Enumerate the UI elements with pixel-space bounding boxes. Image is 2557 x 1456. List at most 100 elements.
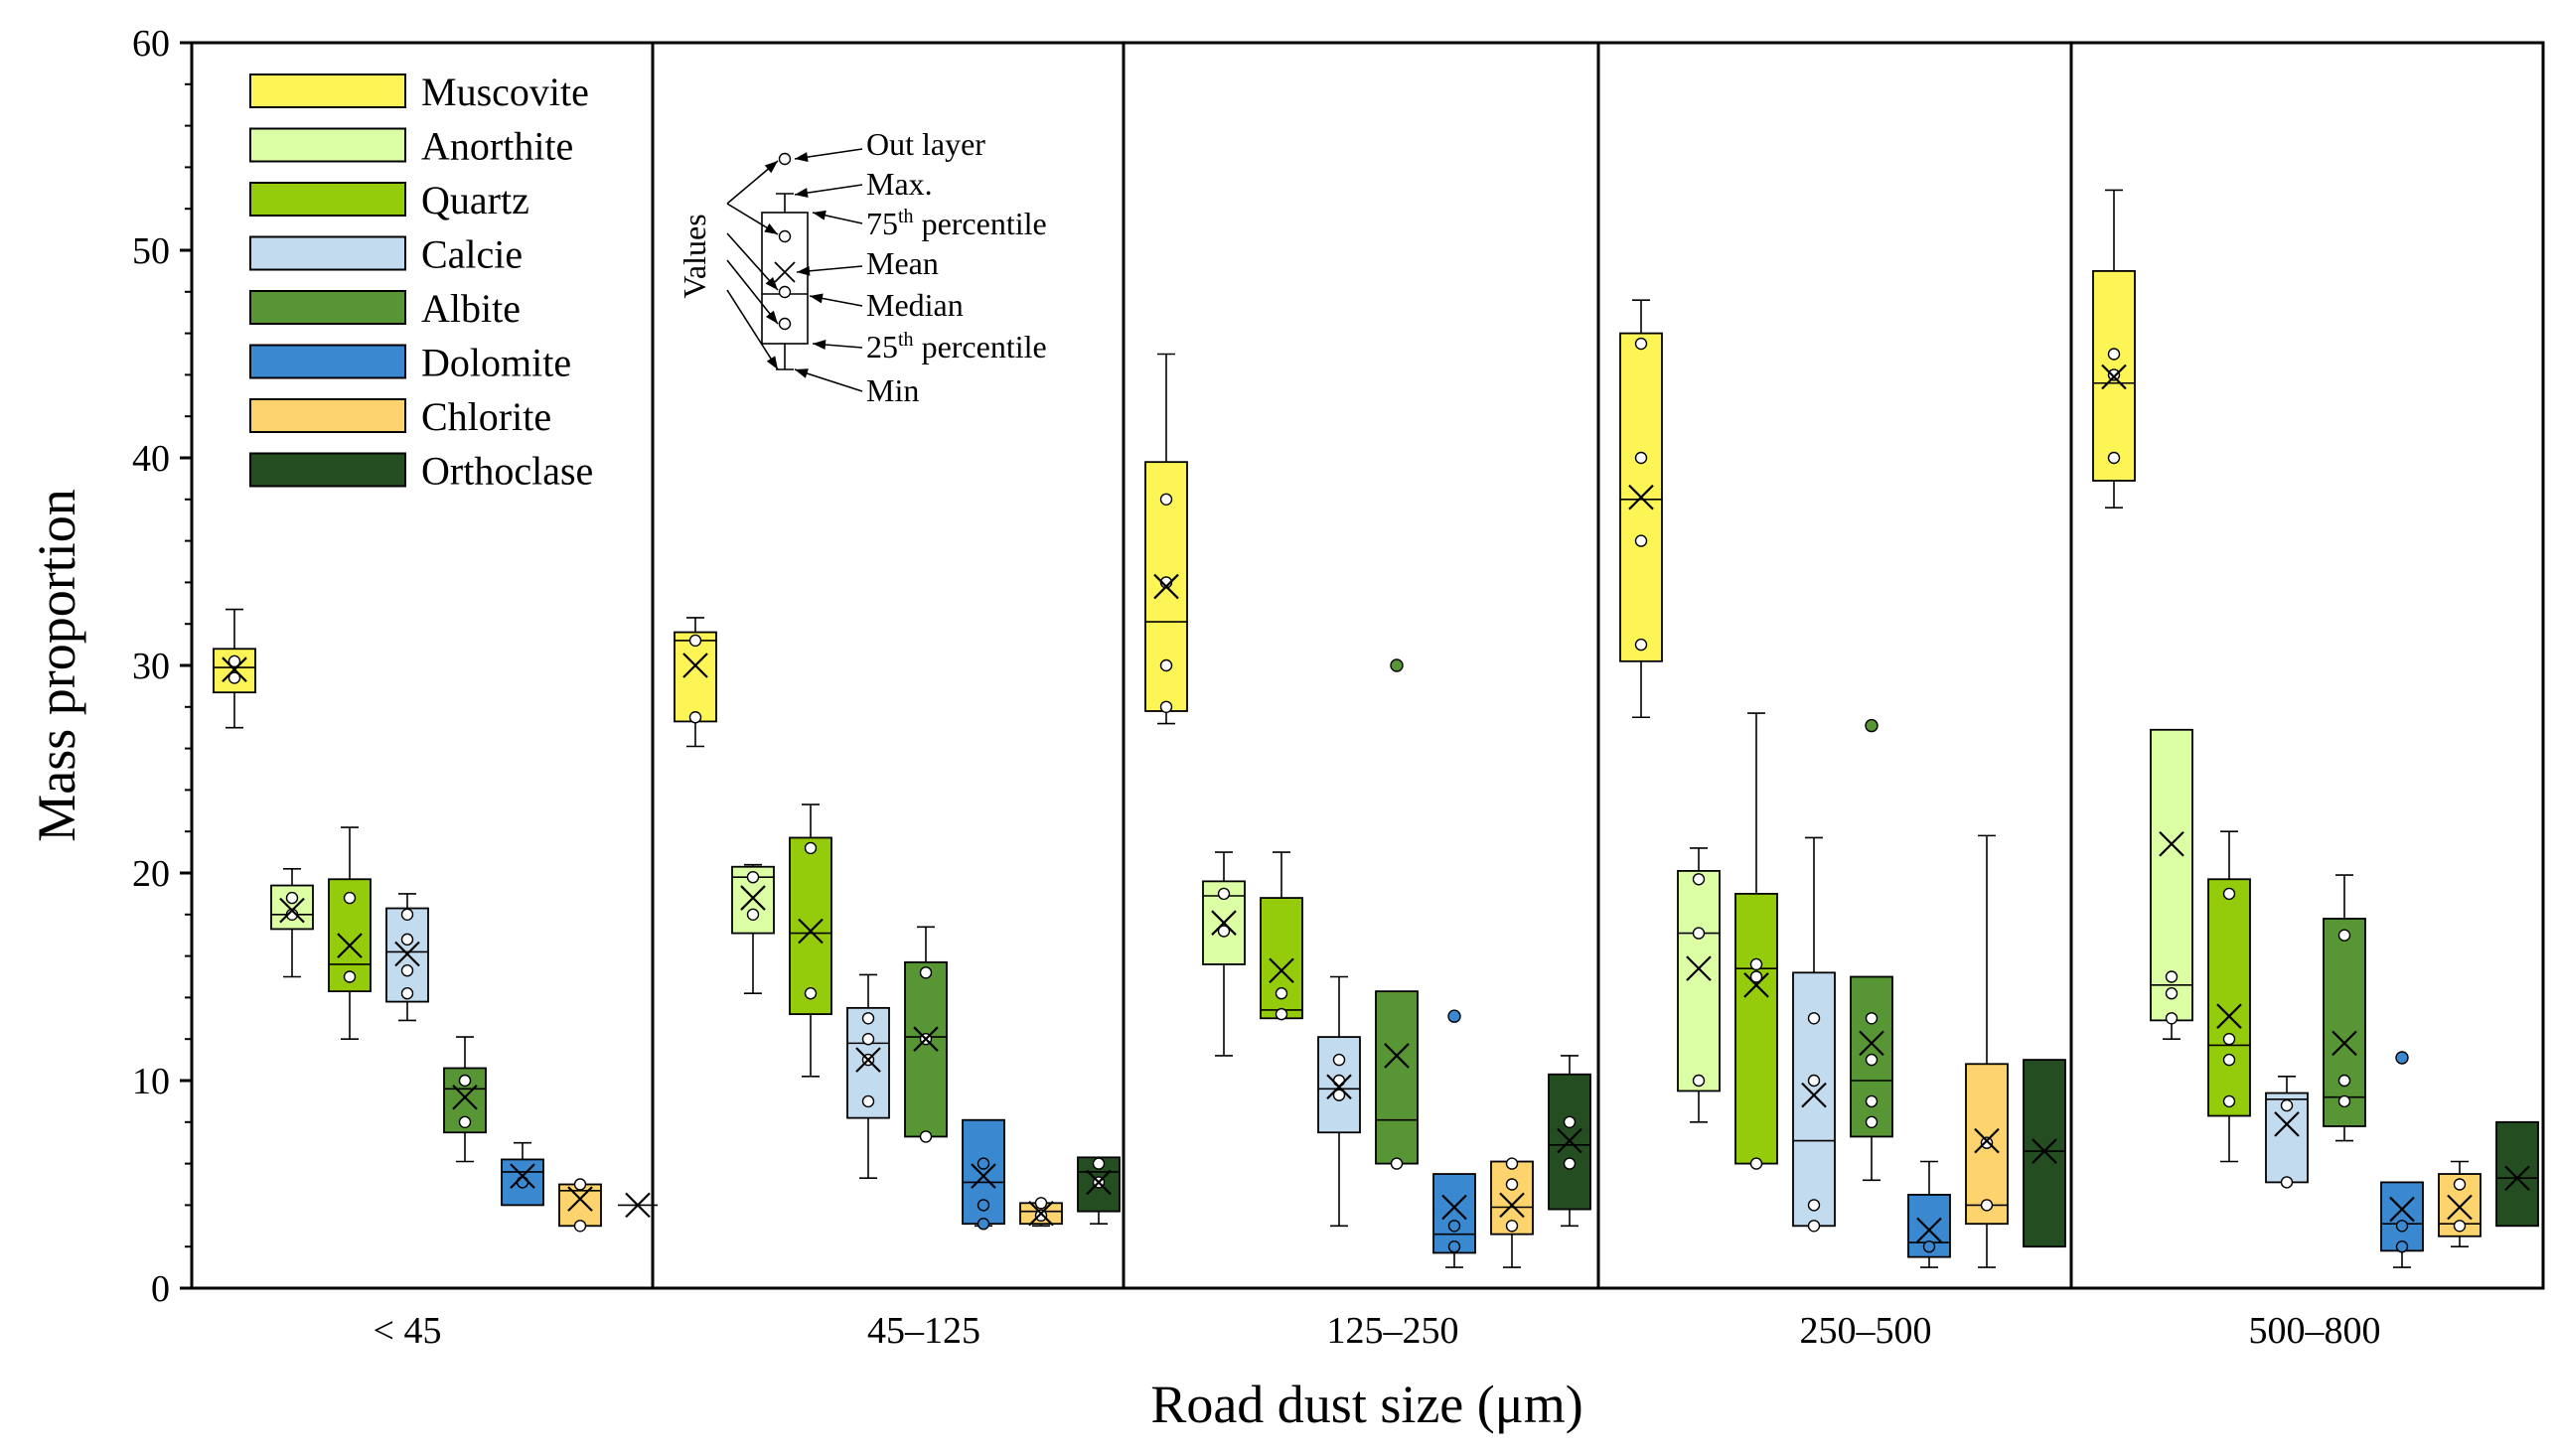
box-albite-3 [1375, 658, 1419, 1170]
key-label-arrow-4-head [797, 265, 811, 276]
mean-marker [2447, 1194, 2473, 1221]
key-values-label: Values [677, 214, 712, 298]
data-point [1447, 1239, 1461, 1253]
key-label-arrow-2-head [795, 188, 809, 199]
key-label-3: 75th percentile [866, 206, 1047, 241]
box-body [1677, 870, 1721, 1092]
group-label-2: 45–125 [867, 1310, 980, 1352]
key-value-point [778, 152, 792, 166]
group-separators [651, 43, 2073, 1288]
box-calcie-2 [846, 973, 890, 1180]
box-body [1260, 897, 1303, 1020]
key-label-7: Min [866, 372, 919, 408]
mean-marker [913, 1026, 939, 1052]
mean-marker [279, 897, 305, 924]
data-point [2107, 348, 2121, 361]
box-chlorite-4 [1965, 834, 2009, 1268]
data-point [400, 933, 414, 946]
box-dolomite-2 [962, 1118, 1005, 1231]
data-point [1034, 1209, 1048, 1223]
data-point [919, 966, 933, 979]
data-point [1749, 957, 1763, 971]
box-chlorite-1 [558, 1178, 602, 1233]
mean-marker [1686, 955, 1712, 981]
box-chlorite-3 [1490, 1157, 1534, 1268]
legend-label-chlorite: Chlorite [421, 394, 551, 439]
key-values-arrow [726, 289, 779, 370]
data-point [1980, 1199, 1994, 1212]
box-quartz-3 [1260, 851, 1303, 1021]
box-muscovite-3 [1144, 353, 1188, 725]
data-point [1749, 1157, 1763, 1170]
key-label-1: Out layer [866, 126, 985, 162]
box-muscovite-2 [674, 617, 717, 748]
data-point [2107, 451, 2121, 465]
mean-marker [1086, 1169, 1112, 1196]
data-point [573, 1178, 587, 1191]
data-point [1505, 1178, 1519, 1191]
mean-marker [337, 933, 363, 958]
box-orthoclase-1 [618, 1192, 658, 1219]
box-dolomite-1 [501, 1141, 544, 1207]
box-quartz-4 [1734, 712, 1778, 1170]
mean-marker [798, 918, 824, 945]
data-point [2165, 1012, 2179, 1025]
box-dolomite-5 [2380, 1051, 2424, 1268]
legend-swatch-anorthite [249, 127, 406, 163]
data-point [977, 1199, 990, 1212]
key-label-2: Max. [866, 166, 933, 202]
data-point [2453, 1220, 2467, 1233]
data-point [1159, 493, 1173, 506]
data-point [343, 970, 357, 983]
data-point [1634, 534, 1648, 547]
legend-swatch-calcie [249, 235, 406, 271]
key-label-arrow-7-head [795, 368, 809, 378]
data-point [1275, 1007, 1288, 1021]
data-point [2222, 1032, 2236, 1046]
data-point [458, 1115, 472, 1129]
y-axis-title: Mass proportion [27, 489, 86, 841]
plot-frame [190, 41, 2545, 1290]
group-label-5: 500–800 [2249, 1310, 2381, 1352]
data-point [1865, 1012, 1879, 1025]
box-orthoclase-5 [2495, 1120, 2539, 1228]
box-muscovite-4 [1619, 299, 1663, 719]
outlier-point [1865, 718, 1879, 733]
box-body [270, 884, 314, 931]
data-point [2337, 1074, 2351, 1088]
box-muscovite-5 [2092, 189, 2136, 509]
mean-marker [2216, 1003, 2242, 1029]
box-anorthite-3 [1202, 851, 1246, 1057]
mean-marker [625, 1192, 651, 1219]
mean-marker [2031, 1138, 2057, 1164]
box-calcie-1 [385, 893, 429, 1022]
group-labels: < 45 45–125 125–250 250–500 500–800 [374, 1310, 2381, 1352]
key-values-arrow-head [764, 161, 778, 174]
group-label-1: < 45 [374, 1310, 442, 1352]
mean-marker [1499, 1192, 1525, 1219]
legend-swatch-dolomite [249, 344, 406, 379]
data-point [2280, 1176, 2294, 1189]
data-point [2395, 1239, 2409, 1253]
y-tick-label-20: 20 [132, 853, 170, 895]
mean-marker [452, 1084, 478, 1110]
data-point [2165, 987, 2179, 1000]
data-point [1034, 1197, 1048, 1210]
legend-label-calcie: Calcie [421, 232, 523, 277]
mean-marker [1269, 957, 1294, 984]
box-quartz-2 [789, 803, 832, 1078]
box-body [2323, 918, 2366, 1127]
data-point [285, 891, 299, 905]
data-point [1332, 1053, 1346, 1067]
data-point [2165, 970, 2179, 983]
data-point [1865, 1115, 1879, 1129]
data-point [2395, 1220, 2409, 1233]
data-point [1634, 451, 1648, 465]
mean-marker [1916, 1217, 1942, 1243]
mean-marker [1859, 1030, 1884, 1057]
y-tick-label-50: 50 [132, 230, 170, 272]
legend-label-dolomite: Dolomite [421, 341, 571, 385]
data-point [1447, 1220, 1461, 1233]
key-label-6: 25th percentile [866, 329, 1047, 364]
